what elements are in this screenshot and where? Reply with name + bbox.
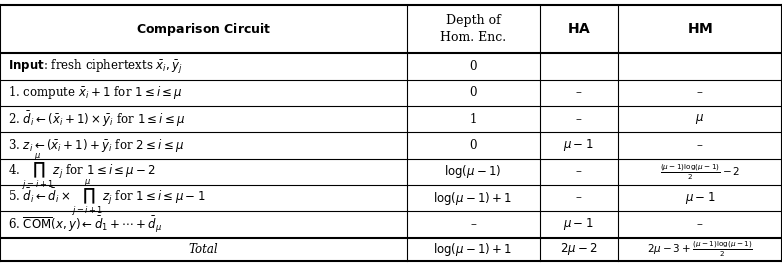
Text: Total: Total <box>188 243 218 256</box>
Text: $\log(\mu - 1) + 1$: $\log(\mu - 1) + 1$ <box>433 190 513 207</box>
Text: $\mathbf{Comparison\ Circuit}$: $\mathbf{Comparison\ Circuit}$ <box>135 21 271 38</box>
Text: 0: 0 <box>469 60 477 73</box>
Text: $\mu$: $\mu$ <box>695 112 705 126</box>
Text: $2\mu - 2$: $2\mu - 2$ <box>560 241 597 257</box>
Text: $2\mu - 3 + \frac{(\mu-1)\log(\mu-1)}{2}$: $2\mu - 3 + \frac{(\mu-1)\log(\mu-1)}{2}… <box>647 239 753 259</box>
Text: Depth of
Hom. Enc.: Depth of Hom. Enc. <box>440 15 506 44</box>
Text: $\mathbf{Input}$: fresh ciphertexts $\bar{x}_i, \bar{y}_j$: $\mathbf{Input}$: fresh ciphertexts $\ba… <box>8 58 183 76</box>
Text: $\log(\mu - 1) + 1$: $\log(\mu - 1) + 1$ <box>433 241 513 258</box>
Text: $\frac{(\mu-1)\log(\mu-1)}{2} - 2$: $\frac{(\mu-1)\log(\mu-1)}{2} - 2$ <box>660 162 740 182</box>
Text: 6. $\overline{\text{COM}}(x, y) \leftarrow \bar{d}_1 + \cdots + \bar{d}_\mu$: 6. $\overline{\text{COM}}(x, y) \leftarr… <box>8 214 162 235</box>
Text: –: – <box>576 192 582 205</box>
Text: –: – <box>470 218 476 231</box>
Text: $\log(\mu - 1)$: $\log(\mu - 1)$ <box>444 163 502 180</box>
Text: $\mu - 1$: $\mu - 1$ <box>564 138 594 153</box>
Text: –: – <box>576 86 582 99</box>
Text: $\mathbf{HM}$: $\mathbf{HM}$ <box>687 22 713 36</box>
Text: 0: 0 <box>469 86 477 99</box>
Text: $\mu - 1$: $\mu - 1$ <box>564 216 594 232</box>
Text: $\mathbf{HA}$: $\mathbf{HA}$ <box>566 22 591 36</box>
Text: 5. $\bar{d}_i \leftarrow \bar{d}_i \times \prod_{j=i+1}^{\mu} z_j$ for $1 \leq i: 5. $\bar{d}_i \leftarrow \bar{d}_i \time… <box>8 178 205 218</box>
Text: –: – <box>697 139 703 152</box>
Text: $\mu - 1$: $\mu - 1$ <box>685 190 715 206</box>
Text: –: – <box>576 113 582 126</box>
Text: –: – <box>697 86 703 99</box>
Text: 3. $z_i \leftarrow (\bar{x}_i + 1) + \bar{y}_i$ for $2 \leq i \leq \mu$: 3. $z_i \leftarrow (\bar{x}_i + 1) + \ba… <box>8 137 184 154</box>
Text: 4. $\prod_{j=i+1}^{\mu} z_j$ for $1 \leq i \leq \mu - 2$: 4. $\prod_{j=i+1}^{\mu} z_j$ for $1 \leq… <box>8 152 156 192</box>
Text: 1. compute $\bar{x}_i + 1$ for $1 \leq i \leq \mu$: 1. compute $\bar{x}_i + 1$ for $1 \leq i… <box>8 84 183 101</box>
Text: –: – <box>697 218 703 231</box>
Text: 1: 1 <box>469 113 477 126</box>
Text: –: – <box>576 165 582 178</box>
Text: 2. $\bar{d}_i \leftarrow (\bar{x}_i + 1) \times \bar{y}_i$ for $1 \leq i \leq \m: 2. $\bar{d}_i \leftarrow (\bar{x}_i + 1)… <box>8 110 185 129</box>
Text: 0: 0 <box>469 139 477 152</box>
